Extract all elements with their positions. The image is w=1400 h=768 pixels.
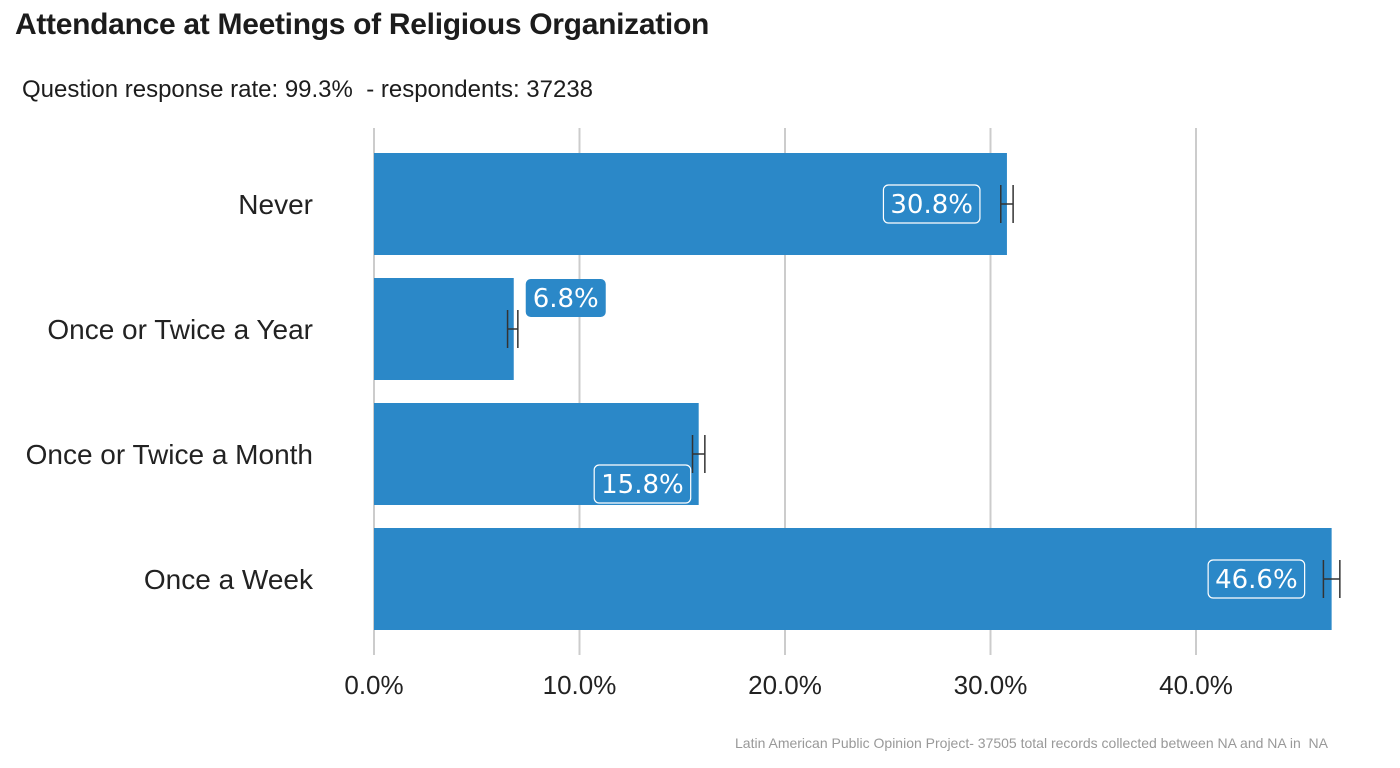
chart-title: Attendance at Meetings of Religious Orga…	[15, 8, 709, 41]
data-label: 15.8%	[601, 470, 684, 500]
chart-caption: Latin American Public Opinion Project- 3…	[735, 735, 1328, 751]
x-tick-label: 0.0%	[344, 670, 403, 700]
x-tick-label: 10.0%	[543, 670, 617, 700]
x-tick-label: 40.0%	[1159, 670, 1233, 700]
category-label: Once a Week	[144, 564, 314, 595]
data-label: 30.8%	[890, 190, 973, 220]
data-label: 46.6%	[1215, 565, 1298, 595]
data-label: 6.8%	[533, 284, 599, 314]
category-label: Once or Twice a Month	[26, 439, 313, 470]
category-label: Once or Twice a Year	[47, 314, 313, 345]
data-label-box	[593, 464, 692, 504]
bar	[374, 278, 514, 380]
data-label-box	[882, 184, 981, 224]
data-label-box	[525, 279, 606, 317]
data-label-box	[1207, 559, 1306, 599]
bar	[374, 528, 1332, 630]
chart-subtitle: Question response rate: 99.3% - responde…	[22, 76, 594, 103]
category-label: Never	[238, 189, 313, 220]
x-tick-label: 30.0%	[954, 670, 1028, 700]
x-tick-label: 20.0%	[748, 670, 822, 700]
